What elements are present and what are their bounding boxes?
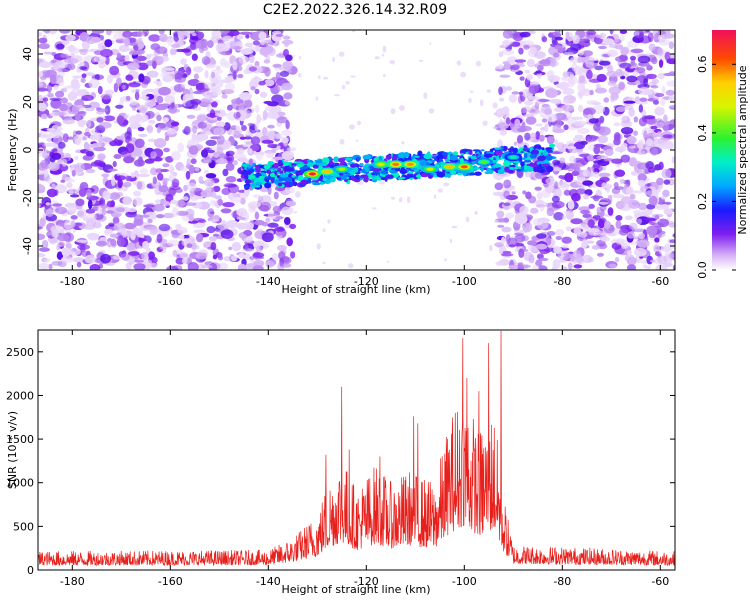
spectrogram-y-ticks: -40 -20 0 20 40 [21,47,675,255]
svg-text:-80: -80 [553,575,571,588]
svg-text:-120: -120 [354,275,379,288]
snr-x-axis-label: Height of straight line (km) [281,583,430,596]
spectrogram-panel: -180 -160 -140 -120 -100 -80 -60 -40 -20 0 20 40 H… [6,29,676,296]
svg-text:0: 0 [21,147,34,154]
snr-frame [37,329,676,571]
colorbar: 0.0 0.2 0.4 0.6 Normalized spectral amplitu… [696,30,749,279]
svg-text:-60: -60 [651,275,669,288]
spectrogram-x-axis-label: Height of straight line (km) [281,283,430,296]
snr-x-ticks: -180 -160 -140 -120 -100 -80 -60 [60,330,669,588]
snr-y-ticks: 0 500 1000 1500 2000 2500 [6,346,675,577]
spectrogram-noise-layer [38,30,675,270]
colorbar-label: Normalized spectral amplitude [736,65,749,234]
svg-text:0.2: 0.2 [696,193,709,211]
svg-text:-180: -180 [60,575,85,588]
svg-text:0.0: 0.0 [696,261,709,279]
svg-text:-40: -40 [21,237,34,255]
svg-text:-140: -140 [256,575,281,588]
spectrogram-heatmap [38,30,675,270]
svg-text:20: 20 [21,95,34,109]
figure-title: C2E2.2022.326.14.32.R09 [263,2,447,18]
svg-text:-100: -100 [452,275,477,288]
svg-text:-60: -60 [651,575,669,588]
svg-text:-160: -160 [158,275,183,288]
colorbar-ticks: 0.0 0.2 0.4 0.6 [696,56,736,279]
snr-y-axis-label: SNR (10 * v/v) [6,411,19,489]
svg-text:-120: -120 [354,575,379,588]
svg-text:-180: -180 [60,275,85,288]
svg-text:0.4: 0.4 [696,124,709,142]
svg-text:2500: 2500 [6,346,34,359]
svg-text:-80: -80 [553,275,571,288]
svg-text:-160: -160 [158,575,183,588]
svg-text:1000: 1000 [6,477,34,490]
colorbar-gradient [712,30,736,270]
svg-text:2000: 2000 [6,389,34,402]
spectrogram-signal-band [240,143,557,190]
svg-text:-100: -100 [452,575,477,588]
svg-text:40: 40 [21,47,34,61]
svg-text:-140: -140 [256,275,281,288]
svg-text:0.6: 0.6 [696,56,709,74]
svg-text:0: 0 [27,564,34,577]
snr-panel: -180 -160 -140 -120 -100 -80 -60 0 500 1000 1500 2… [6,329,676,596]
svg-text:500: 500 [13,520,34,533]
spectrogram-x-ticks: -180 -160 -140 -120 -100 -80 -60 [60,30,669,288]
svg-text:-20: -20 [21,189,34,207]
spectrogram-y-axis-label: Frequency (Hz) [6,109,19,192]
svg-text:1500: 1500 [6,433,34,446]
snr-series-line [38,330,675,567]
